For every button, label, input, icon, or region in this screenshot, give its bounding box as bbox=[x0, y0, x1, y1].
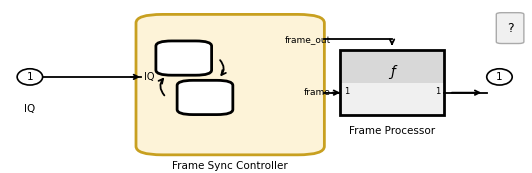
Text: 1: 1 bbox=[27, 72, 33, 82]
Text: frame: frame bbox=[304, 88, 331, 97]
Ellipse shape bbox=[487, 69, 512, 85]
Bar bbox=[340, 83, 444, 115]
FancyBboxPatch shape bbox=[496, 13, 524, 44]
Text: 1: 1 bbox=[435, 87, 440, 96]
Text: frame_out: frame_out bbox=[285, 35, 331, 44]
Bar bbox=[340, 50, 444, 115]
FancyBboxPatch shape bbox=[177, 80, 233, 115]
Text: IQ: IQ bbox=[24, 104, 36, 114]
Bar bbox=[340, 50, 444, 83]
Text: 1: 1 bbox=[496, 72, 503, 82]
Ellipse shape bbox=[17, 69, 43, 85]
Text: IQ: IQ bbox=[144, 72, 154, 82]
Text: 1: 1 bbox=[345, 87, 350, 96]
FancyBboxPatch shape bbox=[136, 14, 325, 155]
Text: Frame Sync Controller: Frame Sync Controller bbox=[172, 161, 288, 171]
Text: Frame Processor: Frame Processor bbox=[349, 126, 435, 136]
FancyBboxPatch shape bbox=[156, 41, 212, 75]
Text: ?: ? bbox=[507, 22, 513, 35]
Text: ƒ: ƒ bbox=[390, 65, 395, 79]
